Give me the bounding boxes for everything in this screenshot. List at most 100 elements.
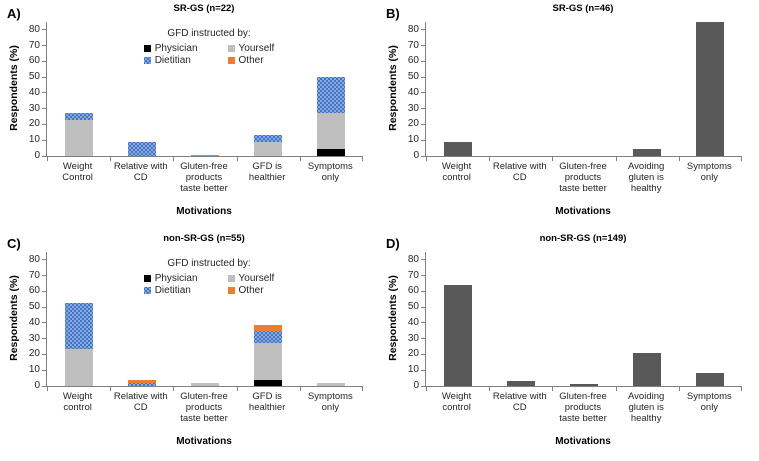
x-tick-mark: [110, 157, 112, 161]
bar-segment-dietitian: [127, 383, 156, 386]
chart-title: SR-GS (n=22): [173, 3, 235, 14]
x-tick-mark: [552, 387, 554, 391]
bar-2: [127, 22, 156, 156]
bar-segment-respondents: [506, 380, 535, 386]
legend-entry-physician: Physician: [143, 273, 198, 284]
bar-1: [64, 252, 93, 386]
bar-segment-yourself: [254, 342, 283, 381]
y-tick-label: 0: [34, 150, 40, 161]
y-tick-mark: [421, 353, 425, 355]
category-slot: [679, 252, 742, 386]
y-tick-mark: [42, 92, 46, 94]
category-label: Symptoms only: [307, 161, 353, 184]
y-tick-mark: [42, 259, 46, 261]
x-tick-mark: [678, 157, 680, 161]
category-slot: [552, 252, 615, 386]
legend-label: Dietitian: [154, 285, 191, 296]
y-tick-label: 50: [28, 301, 40, 313]
bar-2: [507, 22, 535, 156]
y-tick-mark: [421, 290, 425, 292]
legend-label: Dietitian: [154, 55, 191, 66]
y-tick-mark: [42, 155, 46, 157]
bar-segment-dietitian: [254, 331, 283, 343]
y-tick-label: 10: [407, 364, 419, 376]
legend-label: Physician: [154, 273, 198, 284]
category-label: Symptoms only: [686, 161, 732, 184]
x-category-labels: Weight control Relative with CD Gluten-fre…: [425, 391, 741, 425]
category-slot: [489, 252, 552, 386]
y-tick-mark: [42, 322, 46, 324]
y-tick-mark: [42, 29, 46, 31]
legend-label: Other: [238, 55, 264, 66]
bar-segment-respondents: [633, 149, 662, 156]
legend-label: Other: [238, 285, 264, 296]
chart-title: SR-GS (n=46): [552, 3, 614, 14]
y-tick-label: 70: [28, 39, 40, 51]
y-tick-mark: [421, 123, 425, 125]
bar-segment-respondents: [443, 142, 472, 156]
bar-2: [127, 252, 156, 386]
y-tick-mark: [42, 306, 46, 308]
bar-segment-other: [254, 325, 283, 331]
y-tick-mark: [42, 139, 46, 141]
physician-swatch-icon: [143, 45, 151, 52]
plot-area: 0 10 20 30 40 50 60 70 80 GFD instructed by: Physi…: [29, 252, 363, 391]
category-label: Gluten-free products taste better: [180, 161, 228, 195]
y-tick-label: 50: [407, 71, 419, 83]
x-category-labels: Weight control Relative with CD Gluten-fre…: [425, 161, 741, 195]
y-tick-mark: [42, 76, 46, 78]
x-tick-mark: [47, 387, 48, 391]
category-slot: [616, 252, 679, 386]
y-tick-label: 50: [407, 301, 419, 313]
y-tick-label: 40: [407, 316, 419, 328]
y-tick-mark: [421, 385, 425, 387]
y-tick-mark: [421, 29, 425, 31]
x-tick-mark: [299, 157, 301, 161]
x-axis-title: Motivations: [555, 206, 611, 217]
x-tick-mark: [236, 387, 238, 391]
panel-letter-label: D): [386, 236, 400, 251]
panel-b: B) SR-GS (n=46) Respondents (%) 0 10 20 30 40 50…: [379, 0, 759, 230]
category-slot: [300, 252, 363, 386]
category-label: Relative with CD: [113, 161, 168, 184]
bar-segment-yourself: [64, 348, 93, 386]
x-tick-mark: [47, 157, 48, 161]
category-label: Gluten-free products taste better: [180, 391, 228, 425]
bar-segment-respondents: [569, 383, 598, 386]
y-tick-mark: [421, 139, 425, 141]
y-tick-label: 40: [28, 316, 40, 328]
bar-segment-respondents: [696, 373, 725, 386]
y-tick-label: 50: [28, 71, 40, 83]
y-tick-mark: [421, 369, 425, 371]
bar-4: [254, 22, 283, 156]
y-tick-mark: [421, 155, 425, 157]
category-label: Relative with CD: [492, 161, 547, 184]
legend-entry-physician: Physician: [143, 43, 198, 54]
category-label: GFD is healthier: [248, 391, 286, 414]
bar-2: [506, 252, 535, 386]
bar-segment-yourself: [64, 120, 93, 156]
bar-segment-respondents: [443, 285, 472, 386]
plot-area: 0 10 20 30 40 50 60 70 80: [408, 252, 742, 391]
y-tick-label: 30: [28, 332, 40, 344]
y-tick-label: 0: [413, 380, 419, 391]
y-tick-label: 60: [28, 55, 40, 67]
dietitian-swatch-icon: [143, 57, 151, 64]
category-label: Gluten-free products taste better: [559, 161, 607, 195]
x-tick-mark: [615, 387, 617, 391]
x-tick-mark: [362, 387, 363, 391]
other-swatch-icon: [227, 57, 235, 64]
y-tick-label: 80: [407, 253, 419, 265]
bar-segment-dietitian: [317, 77, 346, 114]
x-tick-mark: [552, 157, 554, 161]
y-tick-mark: [421, 322, 425, 324]
panel-d: D) non-SR-GS (n=149) Respondents (%) 0 10 20 3…: [379, 230, 759, 461]
category-label: GFD is healthier: [248, 161, 286, 184]
y-tick-mark: [42, 290, 46, 292]
legend-title: GFD instructed by:: [167, 28, 251, 39]
bar-segment-respondents: [696, 22, 725, 156]
y-tick-label: 40: [28, 86, 40, 98]
x-tick-mark: [741, 387, 742, 391]
category-slot: [237, 22, 300, 156]
legend-entry-other: Other: [227, 55, 275, 66]
